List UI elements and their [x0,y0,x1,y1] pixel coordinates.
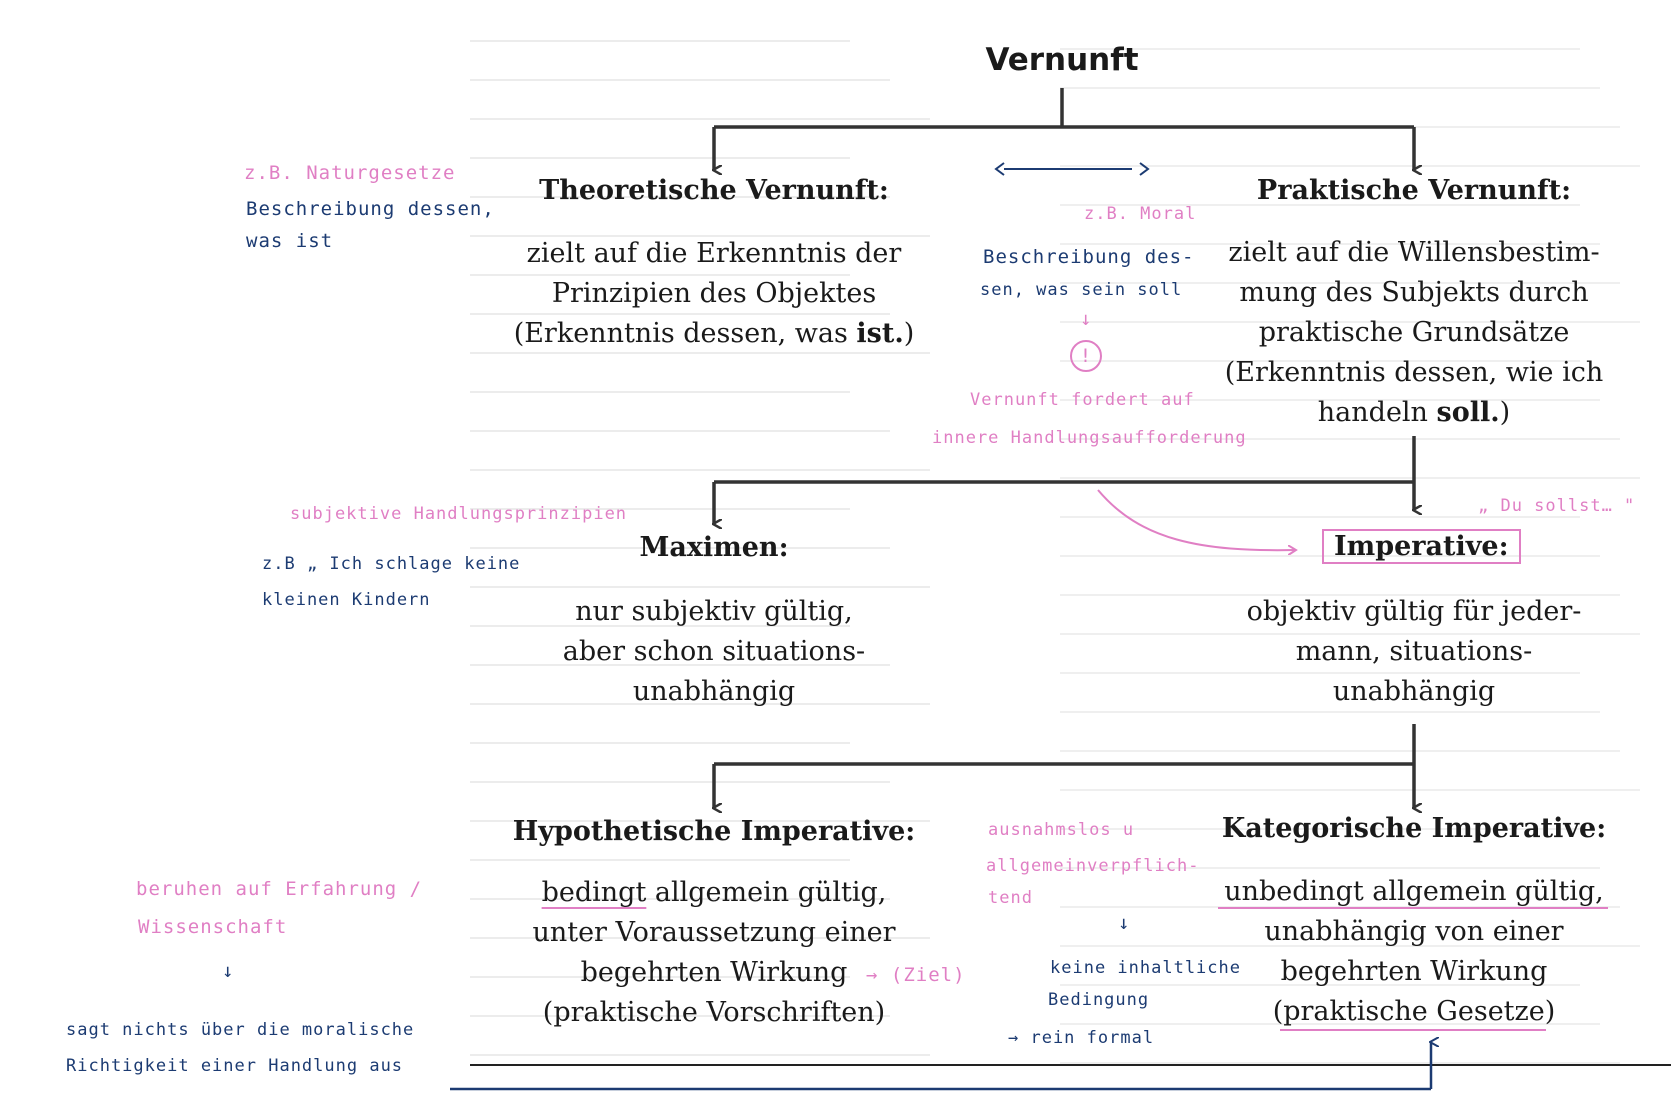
note-moral: z.B. Moral [1084,204,1197,224]
note-beschreibung-soll-1: Beschreibung des- [983,246,1195,268]
imperative-line-3: unabhängig [1332,676,1496,707]
practical-body: zielt auf die Willensbestim- mung des Su… [1184,233,1644,433]
note-ausnahmslos-3: tend [988,888,1033,908]
hypothetical-heading: Hypothetische Imperative: [512,816,916,847]
categorical-body: unbedingt allgemein gültig, unabhängig v… [1184,872,1644,1032]
hypothetical-line-1: bedingt allgemein gültig, [541,877,887,908]
note-rein: → rein formal [1008,1028,1155,1048]
pink-curve-arrow [1097,489,1296,550]
blue-feedback-line [450,1042,1431,1091]
categorical-line-4: (praktische Gesetze) [1272,996,1556,1027]
note-ausnahmslos-2: allgemeinverpflich- [986,856,1200,876]
maximen-heading: Maximen: [639,532,789,563]
hypothetical-line-4: (praktische Vorschriften) [542,997,886,1028]
theoretical-line-3: (Erkenntnis dessen, was ist.) [513,318,915,349]
imperative-line-1: objektiv gültig für jeder- [1246,596,1582,627]
practical-line-2: mung des Subjekts durch [1239,277,1589,308]
maximen-line-1: nur subjektiv gültig, [575,596,853,627]
note-sagt-2: Richtigkeit einer Handlung aus [66,1056,404,1076]
imperative-line-2: mann, situations- [1295,636,1533,667]
note-vernunft-fordert: Vernunft fordert auf [970,390,1195,410]
theoretical-line-2: Prinzipien des Objektes [551,278,877,309]
theoretical-body: zielt auf die Erkenntnis der Prinzipien … [464,234,964,354]
theoretical-line-1: zielt auf die Erkenntnis der [526,238,902,269]
tier3-connector [714,724,1414,808]
note-ziel: → (Ziel) [866,964,966,986]
imperative-heading-box: Imperative: [1322,529,1521,564]
note-beschreibung-soll-2: sen, was sein soll [980,280,1183,300]
note-beschreibung-ist-1: Beschreibung dessen, [246,198,495,220]
note-sagt-1: sagt nichts über die moralische [66,1020,415,1040]
note-du-sollst: „ Du sollst… " [1478,496,1636,516]
hypothetical-line-3: begehrten Wirkung [580,957,848,988]
page-title: Vernunft [985,42,1139,78]
maximen-line-2: aber schon situations- [562,636,866,667]
imperative-heading: Imperative: [1322,529,1521,564]
note-beispiel-2: kleinen Kindern [262,590,431,610]
note-arrow-down-3: ↓ [1118,912,1131,934]
hypothetical-line-2: unter Voraussetzung einer [532,917,896,948]
note-arrow-down-2: ↓ [222,960,235,982]
imperative-body: objektiv gültig für jeder- mann, situati… [1184,592,1644,712]
note-erfahrung-2: Wissenschaft [138,916,288,938]
practical-line-3: praktische Grundsätze [1258,317,1570,348]
note-beschreibung-ist-2: was ist [246,230,334,252]
note-arrow-down-1: ↓ [1080,308,1093,330]
maximen-body: nur subjektiv gültig, aber schon situati… [494,592,934,712]
note-keine-2: Bedingung [1048,990,1150,1010]
practical-line-4: (Erkenntnis dessen, wie ich [1224,357,1604,388]
hypothetical-body: bedingt allgemein gültig, unter Vorausse… [484,873,944,1033]
note-naturgesetze: z.B. Naturgesetze [244,162,456,184]
note-subjektive: subjektive Handlungsprinzipien [290,504,628,524]
note-beispiel-1: z.B „ Ich schlage keine [262,554,521,574]
maximen-line-3: unabhängig [632,676,796,707]
categorical-line-1: unbedingt allgemein gültig, [1224,876,1604,907]
note-ausnahmslos-1: ausnahmslos u [988,820,1135,840]
practical-line-1: zielt auf die Willensbestim- [1228,237,1600,268]
categorical-line-2: unabhängig von einer [1264,916,1564,947]
note-keine-1: keine inhaltliche [1050,958,1241,978]
theoretical-heading: Theoretische Vernunft: [539,175,889,206]
note-innere: innere Handlungsaufforderung [932,428,1247,448]
note-erfahrung-1: beruhen auf Erfahrung / [136,878,423,900]
double-arrow [994,162,1150,176]
categorical-line-3: begehrten Wirkung [1280,956,1548,987]
practical-heading: Praktische Vernunft: [1256,175,1572,206]
note-exclaim: ! [1079,345,1093,367]
note-exclaim-icon: ! [1070,340,1102,372]
tier2-connector [714,436,1414,524]
practical-line-5: handeln soll.) [1317,397,1511,428]
categorical-heading: Kategorische Imperative: [1221,813,1607,844]
tier1-connector [714,88,1414,170]
